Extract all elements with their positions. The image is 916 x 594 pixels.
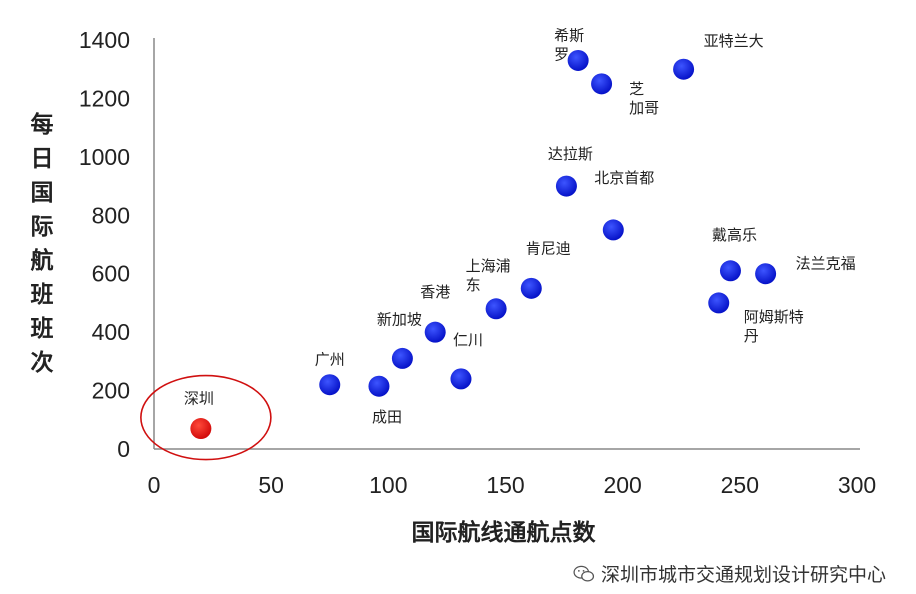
tick-labels: 0 200 400 600 800 1000 1200 1400 0 50 100 150 200 250… bbox=[79, 27, 876, 498]
data-point bbox=[591, 73, 613, 95]
x-tick-label: 150 bbox=[486, 472, 524, 498]
data-point bbox=[391, 347, 413, 369]
point-label: 戴高乐 bbox=[712, 226, 757, 244]
data-point bbox=[319, 374, 341, 396]
point-label: 亚特兰大 bbox=[704, 32, 764, 50]
x-tick-label: 0 bbox=[148, 472, 161, 498]
y-tick-label: 1400 bbox=[79, 27, 130, 53]
y-tick-label: 600 bbox=[92, 261, 130, 287]
point-label: 法兰克福 bbox=[796, 255, 856, 273]
data-point bbox=[555, 175, 577, 197]
watermark-text: 深圳市城市交通规划设计研究中心 bbox=[600, 564, 886, 586]
y-tick-label: 800 bbox=[92, 202, 130, 228]
data-point bbox=[567, 49, 589, 71]
highlight-ellipse bbox=[140, 374, 272, 461]
data-point bbox=[755, 263, 777, 285]
data-points bbox=[190, 49, 777, 440]
point-label: 上海浦东 bbox=[466, 257, 511, 294]
y-tick-label: 0 bbox=[117, 436, 130, 462]
point-label: 深圳 bbox=[184, 390, 214, 408]
data-point bbox=[602, 219, 624, 241]
point-label: 北京首都 bbox=[594, 169, 654, 187]
watermark: 深圳市城市交通规划设计研究中心 bbox=[573, 560, 886, 587]
data-point bbox=[190, 418, 212, 440]
x-axis-title: 国际航线通航点数 bbox=[412, 519, 597, 546]
y-tick-label: 400 bbox=[92, 319, 130, 345]
data-point bbox=[450, 368, 472, 390]
point-label: 广州 bbox=[315, 351, 345, 369]
data-point bbox=[708, 292, 730, 314]
highlight-layer bbox=[140, 374, 272, 461]
x-tick-label: 200 bbox=[603, 472, 641, 498]
x-tick-label: 100 bbox=[369, 472, 407, 498]
point-label: 肯尼迪 bbox=[526, 239, 571, 257]
data-point bbox=[368, 375, 390, 397]
x-tick-label: 300 bbox=[838, 472, 876, 498]
data-point bbox=[719, 260, 741, 282]
point-label: 芝加哥 bbox=[629, 80, 659, 117]
y-tick-label: 1000 bbox=[79, 144, 130, 170]
data-point bbox=[673, 58, 695, 80]
point-label: 新加坡 bbox=[377, 310, 422, 328]
y-axis-title: 每日国际航班班次 bbox=[31, 111, 54, 376]
x-tick-label: 250 bbox=[721, 472, 759, 498]
point-label: 成田 bbox=[372, 408, 402, 426]
data-point bbox=[424, 321, 446, 343]
point-label: 达拉斯 bbox=[548, 145, 593, 163]
data-point bbox=[485, 298, 507, 320]
point-label: 希斯罗 bbox=[554, 26, 584, 63]
wechat-icon bbox=[573, 565, 595, 582]
point-label: 仁川 bbox=[453, 331, 483, 349]
y-tick-label: 200 bbox=[92, 378, 130, 404]
x-tick-label: 50 bbox=[258, 472, 284, 498]
data-point bbox=[520, 277, 542, 299]
y-tick-label: 1200 bbox=[79, 85, 130, 111]
point-label: 香港 bbox=[420, 283, 450, 301]
point-label: 阿姆斯特丹 bbox=[744, 308, 804, 345]
axes bbox=[153, 38, 860, 450]
